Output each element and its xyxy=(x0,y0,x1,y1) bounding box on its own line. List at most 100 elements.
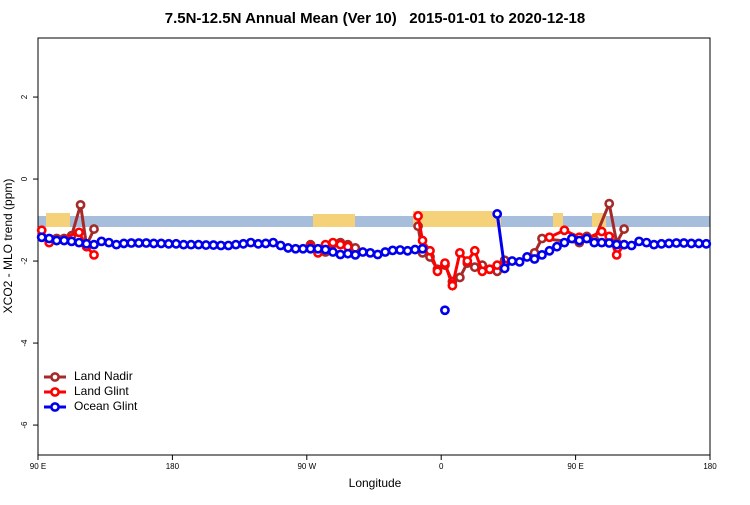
data-point xyxy=(529,254,540,264)
data-point xyxy=(350,250,361,260)
data-point xyxy=(656,238,667,249)
data-point xyxy=(118,238,129,249)
data-point xyxy=(44,233,55,244)
data-point xyxy=(335,239,346,250)
land-mask-strip xyxy=(38,211,710,227)
data-point xyxy=(96,236,107,247)
data-point xyxy=(357,247,368,257)
y-tick-label: -2 xyxy=(20,257,29,265)
data-point xyxy=(454,272,465,283)
data-point xyxy=(447,280,458,291)
data-point xyxy=(469,262,480,273)
data-point xyxy=(581,233,592,244)
data-point xyxy=(245,237,256,248)
data-point xyxy=(201,240,211,250)
land-band xyxy=(413,211,501,227)
data-point xyxy=(51,235,62,246)
data-point xyxy=(59,235,70,246)
data-point xyxy=(186,239,196,250)
data-point xyxy=(552,241,562,252)
x-tick-label: 90 E xyxy=(567,462,583,471)
legend-label: Ocean Glint xyxy=(74,399,138,413)
data-point xyxy=(74,227,84,238)
data-point xyxy=(492,260,503,271)
data-point xyxy=(410,244,420,255)
data-point xyxy=(75,199,86,210)
data-point xyxy=(223,240,234,251)
data-point xyxy=(574,235,585,246)
land-band xyxy=(313,214,355,227)
data-point xyxy=(626,240,637,251)
ocean-band xyxy=(38,216,710,227)
data-point xyxy=(156,238,167,249)
data-point xyxy=(335,249,346,260)
data-point xyxy=(619,239,630,250)
data-point xyxy=(604,238,615,248)
data-point xyxy=(469,245,480,256)
data-point xyxy=(216,240,226,251)
data-point xyxy=(283,243,294,253)
data-point xyxy=(290,243,301,254)
data-point xyxy=(208,240,219,250)
data-point xyxy=(596,237,607,248)
data-point xyxy=(417,243,428,254)
data-point xyxy=(193,239,204,250)
data-point xyxy=(238,238,249,249)
data-point xyxy=(305,243,316,254)
data-point xyxy=(671,238,682,248)
data-point xyxy=(111,239,122,250)
data-point xyxy=(171,238,182,249)
x-tick-label: 90 E xyxy=(30,462,46,471)
data-point xyxy=(611,239,622,250)
data-point xyxy=(566,233,577,244)
data-point xyxy=(477,266,488,277)
y-tick-label: -4 xyxy=(20,339,29,347)
data-point xyxy=(89,239,99,250)
data-point xyxy=(484,264,495,275)
data-point xyxy=(275,240,286,251)
data-point xyxy=(89,224,99,234)
data-point xyxy=(693,238,704,249)
data-point xyxy=(544,245,555,256)
data-point xyxy=(178,239,189,250)
data-point xyxy=(432,266,443,277)
data-point xyxy=(537,233,547,244)
data-point xyxy=(522,252,532,262)
data-point xyxy=(611,250,622,260)
data-point xyxy=(678,238,689,248)
x-tick-label: 0 xyxy=(439,462,444,471)
data-point xyxy=(413,211,423,221)
data-point xyxy=(417,235,428,246)
data-point xyxy=(260,238,271,249)
data-point xyxy=(230,239,241,250)
data-point xyxy=(402,245,413,256)
x-tick-label: 180 xyxy=(703,462,717,471)
data-point xyxy=(440,258,450,269)
data-point xyxy=(313,243,323,254)
x-axis-label: Longitude xyxy=(349,476,402,490)
data-point xyxy=(454,247,465,258)
data-point xyxy=(320,244,331,255)
data-point xyxy=(686,238,697,249)
x-tick-label: 180 xyxy=(166,462,180,471)
data-point xyxy=(462,256,473,266)
legend-marker xyxy=(50,387,60,397)
chart-title: 7.5N-12.5N Annual Mean (Ver 10) 2015-01-… xyxy=(165,10,585,27)
data-point xyxy=(701,238,712,249)
data-point xyxy=(596,226,607,237)
data-point xyxy=(604,198,615,209)
y-tick-label: -6 xyxy=(20,421,29,429)
data-point xyxy=(425,245,435,256)
data-point xyxy=(380,247,391,257)
y-axis-label: XCO2 - MLO trend (ppm) xyxy=(1,179,15,314)
data-point xyxy=(387,245,398,256)
data-point xyxy=(268,237,279,248)
data-point xyxy=(499,263,510,274)
data-point xyxy=(395,245,406,255)
data-point xyxy=(507,256,518,266)
data-point xyxy=(148,238,159,249)
data-point xyxy=(492,209,503,219)
data-point xyxy=(634,236,644,247)
